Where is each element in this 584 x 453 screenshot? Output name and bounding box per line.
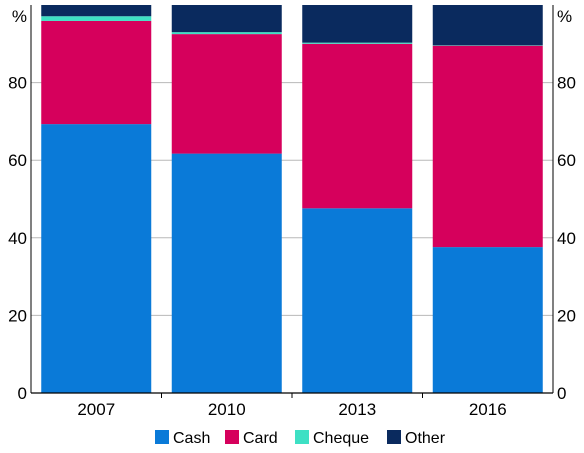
y-tick-right-0: 0 [557,384,566,403]
x-tick-2010: 2010 [208,400,246,419]
bar-card-2013 [302,43,413,209]
x-tick-2007: 2007 [77,400,115,419]
y-unit-right: % [557,7,572,26]
bar-cash-2007 [41,124,152,393]
legend-label-cash: Cash [173,430,210,447]
bar-cash-2013 [302,208,413,393]
bar-cheque-2010 [171,32,282,35]
bar-other-2007 [41,5,152,17]
y-tick-left-20: 20 [8,306,27,325]
bar-cash-2010 [171,153,282,393]
legend-label-cheque: Cheque [313,430,369,447]
y-tick-right-20: 20 [557,306,576,325]
legend-label-other: Other [405,430,446,447]
bar-cheque-2013 [302,42,413,44]
legend-swatch-cheque [295,430,309,444]
legend: Cash Card Cheque Other [155,430,446,447]
y-tick-left-80: 80 [8,74,27,93]
bar-other-2013 [302,5,413,43]
x-tick-2016: 2016 [469,400,507,419]
y-tick-left-60: 60 [8,151,27,170]
legend-swatch-cash [155,430,169,444]
bar-card-2007 [41,20,152,125]
bars [41,5,543,393]
y-tick-right-40: 40 [557,229,576,248]
plot-frame [30,5,554,398]
y-tick-right-60: 60 [557,151,576,170]
bar-card-2010 [171,34,282,154]
y-tick-left-0: 0 [18,384,27,403]
bar-cheque-2007 [41,16,152,21]
bar-cash-2016 [432,247,543,393]
x-tick-labels: 2007 2010 2013 2016 [77,400,506,419]
y-tick-labels: 0 0 20 20 40 40 60 60 80 80%% [8,7,576,403]
y-unit-left: % [12,7,27,26]
bar-other-2010 [171,5,282,33]
bar-card-2016 [432,45,543,248]
y-tick-left-40: 40 [8,229,27,248]
x-tick-2013: 2013 [338,400,376,419]
y-tick-right-80: 80 [557,74,576,93]
legend-swatch-card [225,430,239,444]
bar-other-2016 [432,5,543,46]
legend-label-card: Card [243,430,278,447]
legend-swatch-other [387,430,401,444]
